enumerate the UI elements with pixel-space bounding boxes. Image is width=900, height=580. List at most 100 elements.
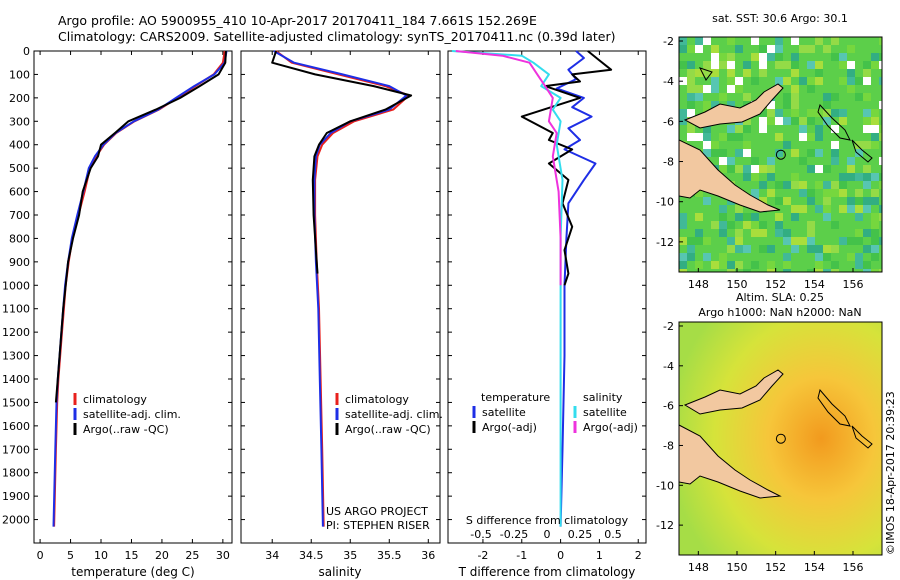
new-ireland (699, 67, 713, 81)
sst-cell (791, 229, 799, 237)
sst-cell (719, 205, 727, 213)
cloud-gap-cell (751, 165, 759, 173)
sst-cell (783, 269, 791, 272)
sst-cell (823, 93, 831, 101)
sla-map-subtitle: Argo h1000: NaN h2000: NaN (698, 306, 861, 319)
sst-cell (759, 45, 767, 53)
sst-cell (775, 77, 783, 85)
x-tick-label: 1 (596, 549, 603, 562)
sst-cell (791, 205, 799, 213)
sst-cell (751, 53, 759, 61)
imos-stamp: ©IMOS 18-Apr-2017 20:39:23 (884, 391, 897, 555)
sst-cell (839, 269, 847, 272)
s-tick: 0.25 (568, 528, 593, 541)
sst-cell (791, 173, 799, 181)
sst-cell (807, 269, 815, 272)
cloud-gap-cell (727, 61, 735, 69)
sst-cell (759, 245, 767, 253)
depth-tick-label: 100 (9, 68, 30, 81)
sst-cell (743, 165, 751, 173)
sst-cell (687, 253, 695, 261)
sst-cell (863, 141, 871, 149)
x-tick-label: 0 (37, 549, 44, 562)
sst-cell (679, 109, 687, 117)
sst-cell (871, 189, 879, 197)
cloud-gap-cell (687, 109, 695, 117)
temperature-plot: 0 5 10 15 20 25 30 (34, 50, 232, 562)
sst-cell (823, 189, 831, 197)
sst-cell (727, 133, 735, 141)
sst-cell (703, 133, 711, 141)
depth-tick-label: 700 (9, 209, 30, 222)
sst-cell (799, 109, 807, 117)
sst-cell (679, 261, 687, 269)
sst-cell (767, 117, 775, 125)
sst-cell (751, 189, 759, 197)
sst-cell (767, 261, 775, 269)
sst-cell (735, 205, 743, 213)
depth-axis: 0 100 200 300 400 500 600 700 800 900 1000 1100 1200… (2, 45, 30, 527)
salinity-axis-label: salinity (318, 565, 361, 579)
sst-cell (743, 125, 751, 133)
legend-label-argo: Argo(..raw -QC) (83, 423, 169, 436)
sst-cell (855, 133, 863, 141)
sst-cell (703, 101, 711, 109)
sst-cell (807, 45, 815, 53)
sst-cell (679, 221, 687, 229)
sst-cell (815, 205, 823, 213)
sst-cell (823, 165, 831, 173)
sst-cell (703, 125, 711, 133)
cloud-gap-cell (711, 61, 719, 69)
sst-cell (807, 133, 815, 141)
series-line-argo-raw-qc- (54, 50, 227, 403)
sst-cell (815, 77, 823, 85)
x-tick-label: 20 (155, 549, 169, 562)
sst-map-title: sat. SST: 30.6 Argo: 30.1 (712, 12, 848, 25)
sst-cell (807, 61, 815, 69)
sst-cell (823, 245, 831, 253)
s-difference-axis-label: S difference from climatology (466, 514, 629, 527)
sst-cell (847, 237, 855, 245)
sst-cell (847, 165, 855, 173)
sst-cell (767, 189, 775, 197)
sst-cell (711, 221, 719, 229)
sst-cell (871, 61, 879, 69)
sst-cell (719, 213, 727, 221)
depth-tick-label: 500 (9, 162, 30, 175)
sst-cell (863, 165, 871, 173)
sst-cell (687, 37, 695, 45)
sst-cell (775, 61, 783, 69)
sst-cell (831, 149, 839, 157)
sst-cell (863, 221, 871, 229)
series-line-argo-raw-qc- (271, 50, 413, 274)
sst-cell (727, 245, 735, 253)
cloud-gap-cell (687, 133, 695, 141)
sst-cell (735, 149, 743, 157)
cloud-gap-cell (767, 101, 775, 109)
sst-cell (743, 141, 751, 149)
depth-tick-label: 2000 (2, 514, 30, 527)
sst-cell (815, 125, 823, 133)
sst-cell (727, 69, 735, 77)
sst-cell (855, 141, 863, 149)
sst-cell (703, 237, 711, 245)
sst-cell (775, 109, 783, 117)
sst-cell (711, 237, 719, 245)
sst-cell (871, 221, 879, 229)
sst-cell (751, 61, 759, 69)
depth-tick-label: 900 (9, 256, 30, 269)
sst-cell (735, 45, 743, 53)
new-britain-island (683, 83, 784, 129)
sst-cell (751, 229, 759, 237)
map-x-tick-label: 148 (688, 561, 709, 574)
depth-tick-label: 1300 (2, 350, 30, 363)
sst-cell (815, 181, 823, 189)
cloud-gap-cell (863, 77, 871, 85)
sst-cell (847, 93, 855, 101)
s-tick: 0.5 (604, 528, 622, 541)
sst-cell (775, 197, 783, 205)
sst-cell (791, 85, 799, 93)
sst-cell (735, 261, 743, 269)
sst-cell (719, 133, 727, 141)
legend-label-t-argo: Argo(-adj) (482, 421, 537, 434)
